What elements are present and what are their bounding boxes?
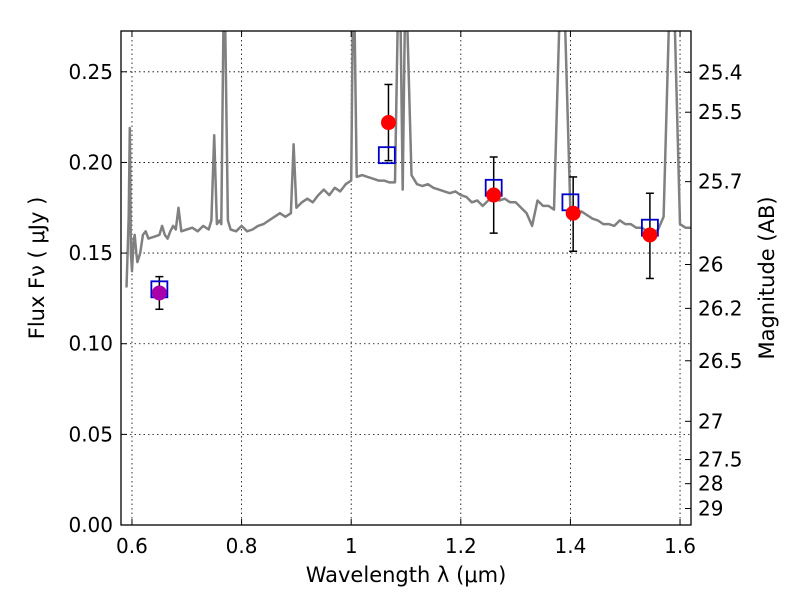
y-tick-label: 0.15 (68, 241, 113, 265)
x-tick-label: 1.2 (445, 534, 477, 558)
magnitude-tick-label: 25.4 (698, 60, 743, 84)
spectrum-layer (127, 17, 692, 287)
observed-point (566, 206, 580, 220)
y-axis-label-right: Magnitude (AB) (755, 196, 779, 359)
y-tick-label: 0.10 (68, 332, 113, 356)
observed-point (643, 228, 657, 242)
observed-point (152, 286, 166, 300)
x-tick-label: 1.4 (555, 534, 587, 558)
magnitude-tick-label: 25.7 (698, 170, 743, 194)
grid-lines (121, 31, 691, 525)
magnitude-tick-label: 25.5 (698, 100, 743, 124)
x-axis-label: Wavelength λ (μm) (306, 563, 507, 587)
x-tick-label: 1.6 (664, 534, 696, 558)
y-tick-label: 0.00 (68, 513, 113, 537)
spectrum-line (127, 17, 692, 287)
magnitude-tick-label: 26 (698, 252, 723, 276)
magnitude-tick-label: 29 (698, 497, 723, 521)
magnitude-tick-label: 28 (698, 472, 723, 496)
flux-wavelength-chart: 0.6 0.8 1 1.2 1.4 1.6 0.00 0.05 0.10 0.15 0.20 0.25… (0, 0, 800, 600)
axis-ticks: 0.6 0.8 1 1.2 1.4 1.6 0.00 0.05 0.10 0.15 0.20 0.25… (68, 31, 742, 558)
x-tick-label: 0.8 (226, 534, 258, 558)
plot-frame (121, 31, 691, 525)
magnitude-tick-label: 27 (698, 409, 723, 433)
x-tick-label: 1 (345, 534, 358, 558)
magnitude-tick-label: 26.5 (698, 349, 743, 373)
magnitude-tick-label: 27.5 (698, 448, 743, 472)
x-tick-label: 0.6 (116, 534, 148, 558)
y-axis-label-left: Flux Fν ( μJy ) (25, 197, 49, 340)
magnitude-tick-label: 26.2 (698, 296, 743, 320)
y-tick-label: 0.25 (68, 60, 113, 84)
y-tick-label: 0.20 (68, 150, 113, 174)
observed-point (381, 116, 395, 130)
y-tick-label: 0.05 (68, 422, 113, 446)
observed-point (487, 188, 501, 202)
